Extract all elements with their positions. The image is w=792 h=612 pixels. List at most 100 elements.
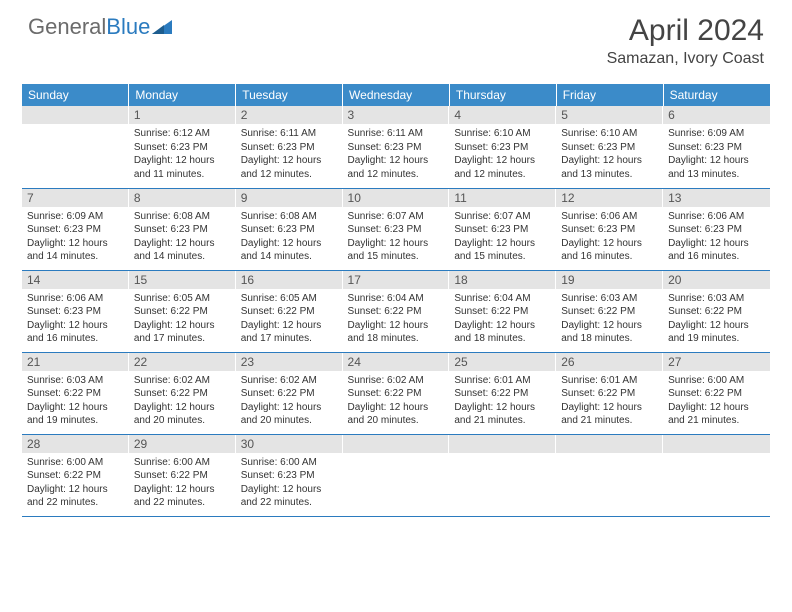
- day-body: Sunrise: 6:04 AMSunset: 6:22 PMDaylight:…: [449, 289, 556, 350]
- calendar-day-cell: 14Sunrise: 6:06 AMSunset: 6:23 PMDayligh…: [22, 270, 129, 352]
- calendar-day-cell: 23Sunrise: 6:02 AMSunset: 6:22 PMDayligh…: [236, 352, 343, 434]
- day-body: Sunrise: 6:10 AMSunset: 6:23 PMDaylight:…: [449, 124, 556, 185]
- day-number: 4: [449, 106, 556, 124]
- calendar-day-cell: [22, 106, 129, 188]
- calendar-day-cell: 29Sunrise: 6:00 AMSunset: 6:22 PMDayligh…: [129, 434, 236, 516]
- day-body: Sunrise: 6:04 AMSunset: 6:22 PMDaylight:…: [343, 289, 450, 350]
- day-body: Sunrise: 6:01 AMSunset: 6:22 PMDaylight:…: [556, 371, 663, 432]
- weekday-header: Saturday: [663, 84, 770, 106]
- day-number: 14: [22, 271, 129, 289]
- calendar-day-cell: 27Sunrise: 6:00 AMSunset: 6:22 PMDayligh…: [663, 352, 770, 434]
- day-number: 10: [343, 189, 450, 207]
- day-number: 21: [22, 353, 129, 371]
- day-body: Sunrise: 6:09 AMSunset: 6:23 PMDaylight:…: [22, 207, 129, 268]
- logo-triangle-icon: [152, 18, 174, 36]
- calendar-day-cell: 26Sunrise: 6:01 AMSunset: 6:22 PMDayligh…: [556, 352, 663, 434]
- header: GeneralBlue April 2024 Samazan, Ivory Co…: [0, 0, 792, 76]
- day-body: Sunrise: 6:10 AMSunset: 6:23 PMDaylight:…: [556, 124, 663, 185]
- month-title: April 2024: [607, 14, 764, 48]
- weekday-header: Thursday: [449, 84, 556, 106]
- day-number: 2: [236, 106, 343, 124]
- day-number: 27: [663, 353, 770, 371]
- calendar-week-row: 28Sunrise: 6:00 AMSunset: 6:22 PMDayligh…: [22, 434, 770, 516]
- title-block: April 2024 Samazan, Ivory Coast: [607, 14, 764, 68]
- day-number: 9: [236, 189, 343, 207]
- weekday-header: Wednesday: [343, 84, 450, 106]
- day-body: Sunrise: 6:05 AMSunset: 6:22 PMDaylight:…: [129, 289, 236, 350]
- day-number: 30: [236, 435, 343, 453]
- day-body-empty: [556, 453, 663, 503]
- logo: GeneralBlue: [28, 14, 174, 40]
- calendar-day-cell: [663, 434, 770, 516]
- calendar-day-cell: 6Sunrise: 6:09 AMSunset: 6:23 PMDaylight…: [663, 106, 770, 188]
- day-number: 18: [449, 271, 556, 289]
- day-number: 15: [129, 271, 236, 289]
- calendar-day-cell: 4Sunrise: 6:10 AMSunset: 6:23 PMDaylight…: [449, 106, 556, 188]
- day-body-empty: [449, 453, 556, 503]
- calendar-day-cell: 7Sunrise: 6:09 AMSunset: 6:23 PMDaylight…: [22, 188, 129, 270]
- calendar-day-cell: 28Sunrise: 6:00 AMSunset: 6:22 PMDayligh…: [22, 434, 129, 516]
- day-body-empty: [663, 453, 770, 503]
- location-label: Samazan, Ivory Coast: [607, 50, 764, 68]
- calendar-day-cell: 18Sunrise: 6:04 AMSunset: 6:22 PMDayligh…: [449, 270, 556, 352]
- day-body: Sunrise: 6:07 AMSunset: 6:23 PMDaylight:…: [343, 207, 450, 268]
- day-number: 25: [449, 353, 556, 371]
- day-body: Sunrise: 6:03 AMSunset: 6:22 PMDaylight:…: [663, 289, 770, 350]
- day-body: Sunrise: 6:02 AMSunset: 6:22 PMDaylight:…: [343, 371, 450, 432]
- calendar-day-cell: 3Sunrise: 6:11 AMSunset: 6:23 PMDaylight…: [343, 106, 450, 188]
- day-number: 12: [556, 189, 663, 207]
- day-number: 22: [129, 353, 236, 371]
- day-number-empty: [556, 435, 663, 453]
- day-number: 26: [556, 353, 663, 371]
- calendar-day-cell: 13Sunrise: 6:06 AMSunset: 6:23 PMDayligh…: [663, 188, 770, 270]
- day-body: Sunrise: 6:08 AMSunset: 6:23 PMDaylight:…: [236, 207, 343, 268]
- day-body: Sunrise: 6:08 AMSunset: 6:23 PMDaylight:…: [129, 207, 236, 268]
- calendar-day-cell: [449, 434, 556, 516]
- calendar-day-cell: [343, 434, 450, 516]
- weekday-header: Friday: [556, 84, 663, 106]
- calendar-day-cell: 10Sunrise: 6:07 AMSunset: 6:23 PMDayligh…: [343, 188, 450, 270]
- day-body: Sunrise: 6:09 AMSunset: 6:23 PMDaylight:…: [663, 124, 770, 185]
- day-number: 19: [556, 271, 663, 289]
- day-body: Sunrise: 6:02 AMSunset: 6:22 PMDaylight:…: [236, 371, 343, 432]
- day-body: Sunrise: 6:00 AMSunset: 6:23 PMDaylight:…: [236, 453, 343, 514]
- day-number: 17: [343, 271, 450, 289]
- day-number: 23: [236, 353, 343, 371]
- calendar-day-cell: 2Sunrise: 6:11 AMSunset: 6:23 PMDaylight…: [236, 106, 343, 188]
- calendar-day-cell: 12Sunrise: 6:06 AMSunset: 6:23 PMDayligh…: [556, 188, 663, 270]
- day-body: Sunrise: 6:01 AMSunset: 6:22 PMDaylight:…: [449, 371, 556, 432]
- weekday-header: Sunday: [22, 84, 129, 106]
- calendar-day-cell: 22Sunrise: 6:02 AMSunset: 6:22 PMDayligh…: [129, 352, 236, 434]
- day-body: Sunrise: 6:03 AMSunset: 6:22 PMDaylight:…: [22, 371, 129, 432]
- calendar-day-cell: 16Sunrise: 6:05 AMSunset: 6:22 PMDayligh…: [236, 270, 343, 352]
- weekday-header: Tuesday: [236, 84, 343, 106]
- day-body: Sunrise: 6:00 AMSunset: 6:22 PMDaylight:…: [22, 453, 129, 514]
- calendar-day-cell: [556, 434, 663, 516]
- day-number: 8: [129, 189, 236, 207]
- logo-text-2: Blue: [106, 14, 150, 40]
- day-number: 11: [449, 189, 556, 207]
- day-body: Sunrise: 6:06 AMSunset: 6:23 PMDaylight:…: [556, 207, 663, 268]
- day-number-empty: [343, 435, 450, 453]
- day-number: 13: [663, 189, 770, 207]
- day-body: Sunrise: 6:00 AMSunset: 6:22 PMDaylight:…: [663, 371, 770, 432]
- day-body: Sunrise: 6:02 AMSunset: 6:22 PMDaylight:…: [129, 371, 236, 432]
- calendar-day-cell: 30Sunrise: 6:00 AMSunset: 6:23 PMDayligh…: [236, 434, 343, 516]
- calendar-day-cell: 21Sunrise: 6:03 AMSunset: 6:22 PMDayligh…: [22, 352, 129, 434]
- day-number: 7: [22, 189, 129, 207]
- calendar-week-row: 21Sunrise: 6:03 AMSunset: 6:22 PMDayligh…: [22, 352, 770, 434]
- calendar-day-cell: 20Sunrise: 6:03 AMSunset: 6:22 PMDayligh…: [663, 270, 770, 352]
- day-number: 24: [343, 353, 450, 371]
- day-number: 6: [663, 106, 770, 124]
- day-body: Sunrise: 6:07 AMSunset: 6:23 PMDaylight:…: [449, 207, 556, 268]
- calendar-day-cell: 17Sunrise: 6:04 AMSunset: 6:22 PMDayligh…: [343, 270, 450, 352]
- day-body: Sunrise: 6:03 AMSunset: 6:22 PMDaylight:…: [556, 289, 663, 350]
- day-body: Sunrise: 6:06 AMSunset: 6:23 PMDaylight:…: [663, 207, 770, 268]
- weekday-header: Monday: [129, 84, 236, 106]
- day-number: 29: [129, 435, 236, 453]
- day-body: Sunrise: 6:06 AMSunset: 6:23 PMDaylight:…: [22, 289, 129, 350]
- calendar-week-row: 14Sunrise: 6:06 AMSunset: 6:23 PMDayligh…: [22, 270, 770, 352]
- calendar-week-row: 7Sunrise: 6:09 AMSunset: 6:23 PMDaylight…: [22, 188, 770, 270]
- calendar-day-cell: 19Sunrise: 6:03 AMSunset: 6:22 PMDayligh…: [556, 270, 663, 352]
- calendar-day-cell: 5Sunrise: 6:10 AMSunset: 6:23 PMDaylight…: [556, 106, 663, 188]
